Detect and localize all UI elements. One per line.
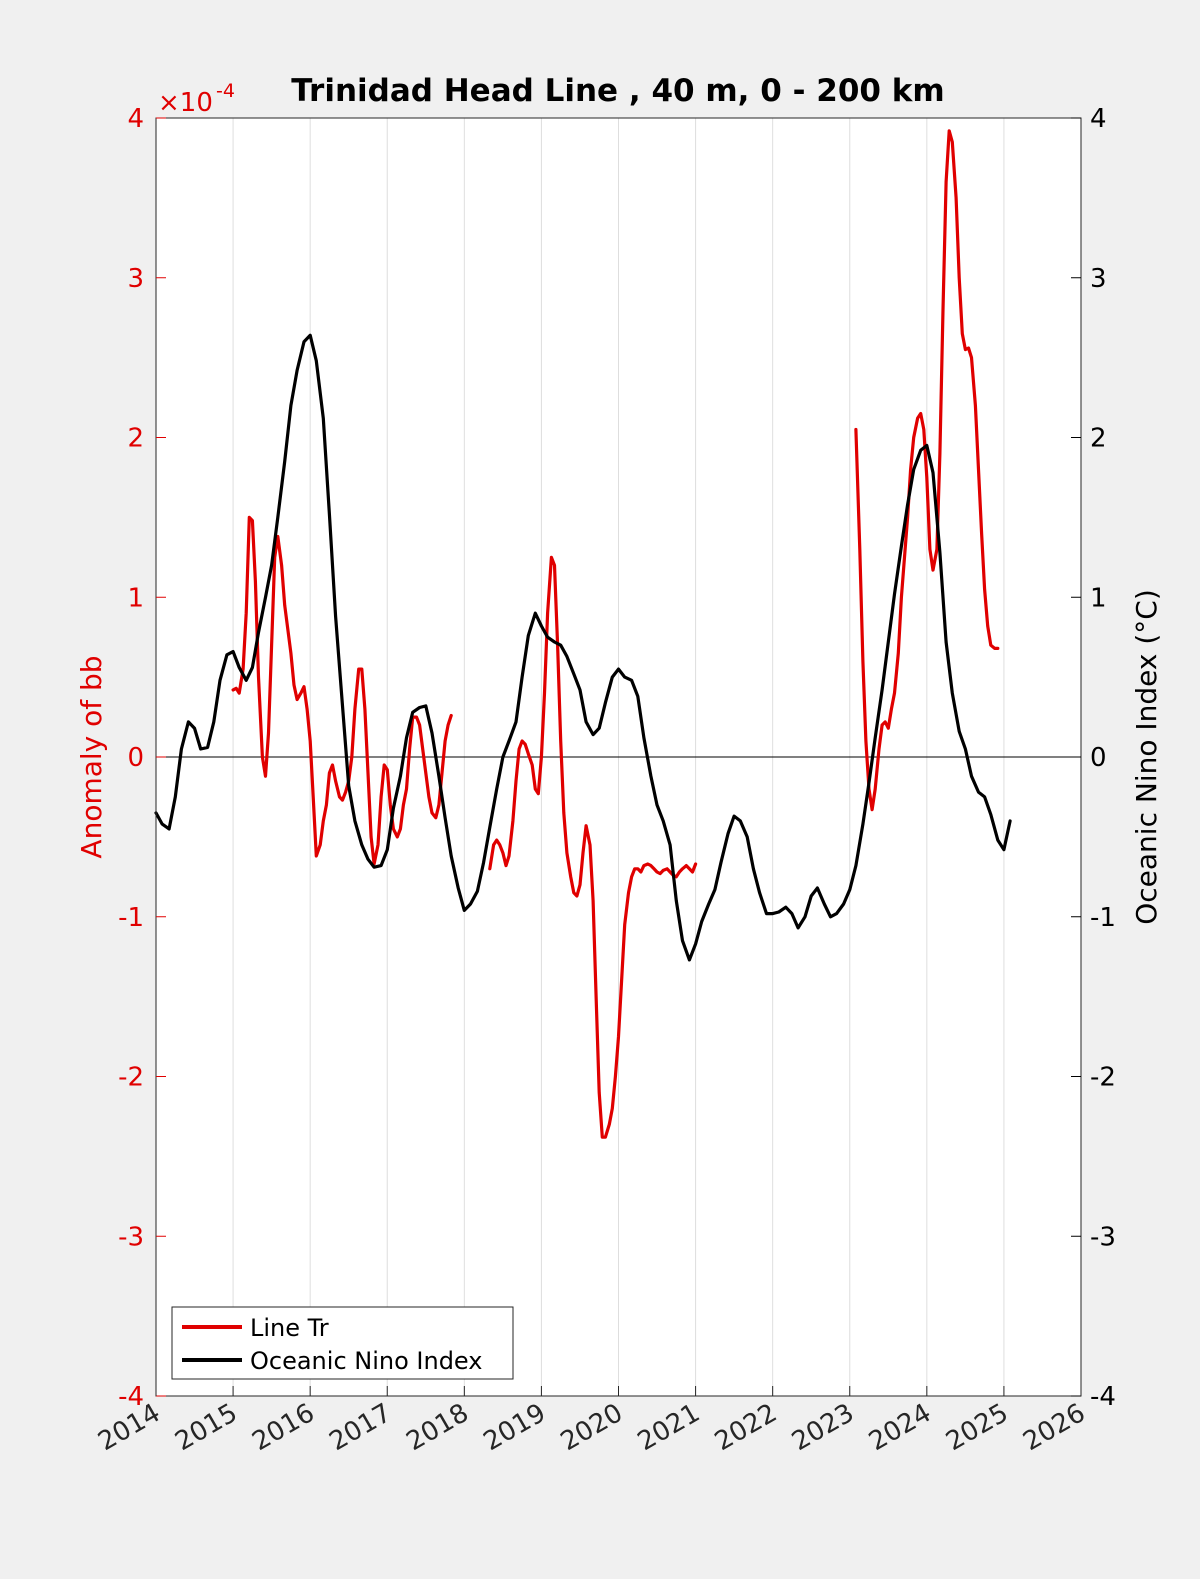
chart-title: Trinidad Head Line , 40 m, 0 - 200 km [291, 73, 944, 109]
legend-box [171, 1306, 514, 1380]
left-axis-tick-label: -1 [118, 903, 144, 933]
left-axis: -4 -3 -2 -1 0 1 2 3 4 [118, 104, 166, 1412]
left-axis-tick-label: 4 [127, 104, 144, 134]
legend: Line Tr Oceanic Nino Index [171, 1306, 514, 1380]
right-axis-tick-label: -3 [1090, 1222, 1116, 1252]
series-line-tr-segment [231, 515, 453, 866]
series-oni-line [154, 333, 1012, 962]
right-axis-tick-label: -2 [1090, 1063, 1116, 1093]
right-axis-tick-label: -1 [1090, 903, 1116, 933]
legend-label-line-tr: Line Tr [250, 1314, 329, 1342]
series-line-tr-segment [488, 555, 698, 1139]
left-axis-tick-label: 2 [127, 424, 144, 454]
right-axis-tick-label: 1 [1090, 583, 1107, 613]
left-axis-label: Anomaly of bb [75, 655, 108, 858]
left-axis-tick-label: 3 [127, 264, 144, 294]
right-axis-label: Oceanic Nino Index (°C) [1130, 589, 1163, 925]
left-axis-tick-label: 0 [127, 743, 144, 773]
left-axis-tick-label: -2 [118, 1063, 144, 1093]
series-lines [154, 129, 1012, 1139]
left-axis-multiplier-exponent: -4 [216, 80, 235, 102]
left-axis-tick-label: 1 [127, 583, 144, 613]
right-axis-tick-label: -4 [1090, 1382, 1116, 1412]
right-axis-tick-label: 2 [1090, 424, 1107, 454]
left-axis-multiplier: ×10 -4 [158, 80, 235, 118]
legend-label-oni: Oceanic Nino Index [250, 1347, 482, 1375]
right-axis-tick-label: 3 [1090, 264, 1107, 294]
left-axis-multiplier-base: ×10 [158, 88, 213, 118]
right-axis-tick-label: 4 [1090, 104, 1107, 134]
left-axis-tick-label: -3 [118, 1222, 144, 1252]
series-line-tr-segment [854, 129, 1000, 812]
right-axis-tick-label: 0 [1090, 743, 1107, 773]
left-axis-tick-label: -4 [118, 1382, 144, 1412]
right-axis: -4 -3 -2 -1 0 1 2 3 4 [1071, 104, 1116, 1412]
